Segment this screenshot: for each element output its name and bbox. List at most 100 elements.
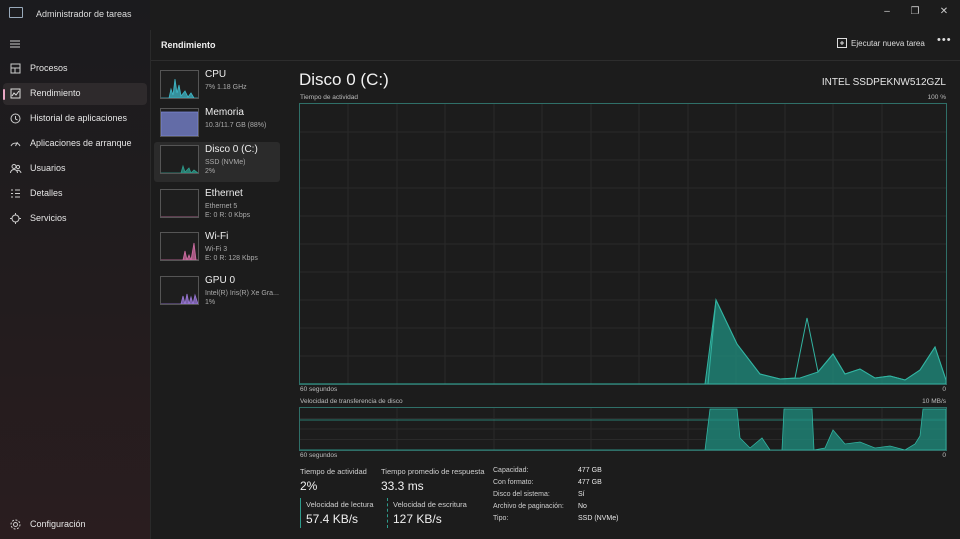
nav-label: Usuarios <box>30 163 66 173</box>
minimize-button[interactable]: – <box>884 6 890 17</box>
details-icon <box>11 189 20 198</box>
app-title: Administrador de tareas <box>36 9 132 19</box>
navigation-pane <box>0 0 150 539</box>
nav-item-services[interactable]: Servicios <box>3 208 147 230</box>
write-speed-value: 127 KB/s <box>393 512 442 526</box>
device-thumbnail-graph <box>160 108 199 137</box>
disk-model: INTEL SSDPEKNW512GZL <box>821 77 946 88</box>
property-label: Capacidad: <box>493 467 529 474</box>
nav-item-startup-apps[interactable]: Aplicaciones de arranque <box>3 133 147 155</box>
nav-label: Configuración <box>30 519 86 529</box>
response-time-label: Tiempo promedio de respuesta <box>381 467 485 476</box>
run-new-task-button[interactable]: Ejecutar nueva tarea <box>835 36 925 52</box>
activity-graph <box>299 103 947 385</box>
graph1-min: 0 <box>942 386 946 393</box>
device-info: Wi-Fi 3 <box>205 246 228 253</box>
device-item[interactable]: GPU 0 Intel(R) Iris(R) Xe Gra... 1% <box>154 273 280 313</box>
nav-label: Rendimiento <box>30 88 81 98</box>
device-name: Wi-Fi <box>205 231 229 242</box>
restore-button[interactable]: ❐ <box>910 6 920 17</box>
device-item[interactable]: Disco 0 (C:) SSD (NVMe) 2% <box>154 142 280 182</box>
property-value: No <box>578 503 587 510</box>
device-name: GPU 0 <box>205 275 236 286</box>
device-info: 10.3/11.7 GB (88%) <box>205 122 267 129</box>
read-speed-value: 57.4 KB/s <box>306 512 359 526</box>
device-item[interactable]: Ethernet Ethernet 5 E: 0 R: 0 Kbps <box>154 186 280 226</box>
graph1-max: 100 % <box>927 94 946 101</box>
device-info: 7% 1.18 GHz <box>205 84 247 91</box>
nav-item-processes[interactable]: Procesos <box>3 58 147 80</box>
property-label: Disco del sistema: <box>493 491 550 498</box>
device-usage: 2% <box>205 168 216 175</box>
run-task-icon <box>837 38 847 48</box>
processes-icon <box>10 63 21 74</box>
gear-icon <box>10 519 21 530</box>
performance-page: Rendimiento Ejecutar nueva tarea ••• CPU… <box>150 30 960 539</box>
device-item[interactable]: Wi-Fi Wi-Fi 3 E: 0 R: 128 Kbps <box>154 229 280 269</box>
property-label: Archivo de paginación: <box>493 503 564 510</box>
property-value: SSD (NVMe) <box>578 515 619 522</box>
property-value: 477 GB <box>578 467 602 474</box>
property-value: 477 GB <box>578 479 602 486</box>
graph2-time-label: 60 segundos <box>300 452 338 459</box>
activity-time-label: Tiempo de actividad <box>300 467 367 476</box>
response-time-value: 33.3 ms <box>381 479 424 493</box>
write-speed-label: Velocidad de escritura <box>393 500 467 509</box>
nav-item-users[interactable]: Usuarios <box>3 158 147 180</box>
transfer-rate-graph <box>299 407 947 451</box>
device-info: SSD (NVMe) <box>205 159 246 166</box>
run-new-task-label: Ejecutar nueva tarea <box>851 39 925 48</box>
page-title: Rendimiento <box>161 40 216 50</box>
graph1-label: Tiempo de actividad <box>300 94 358 101</box>
device-usage: E: 0 R: 128 Kbps <box>205 255 258 262</box>
nav-item-performance[interactable]: Rendimiento <box>3 83 147 105</box>
close-button[interactable]: ✕ <box>939 6 949 17</box>
property-value: Sí <box>578 491 585 498</box>
read-speed-label: Velocidad de lectura <box>306 500 374 509</box>
nav-label: Procesos <box>30 63 68 73</box>
services-icon <box>10 213 21 224</box>
history-icon <box>10 113 21 124</box>
device-name: Ethernet <box>205 188 243 199</box>
nav-label: Servicios <box>30 213 67 223</box>
graph1-time-label: 60 segundos <box>300 386 338 393</box>
more-options-button[interactable]: ••• <box>937 34 952 46</box>
property-label: Tipo: <box>493 515 509 522</box>
device-item[interactable]: Memoria 10.3/11.7 GB (88%) <box>154 105 280 145</box>
graph2-label: Velocidad de transferencia de disco <box>300 398 403 405</box>
nav-label: Historial de aplicaciones <box>30 113 128 123</box>
task-manager-icon <box>9 7 23 18</box>
nav-item-details[interactable]: Detalles <box>3 183 147 205</box>
device-usage: 1% <box>205 299 216 306</box>
device-item[interactable]: CPU 7% 1.18 GHz <box>154 67 280 107</box>
activity-time-value: 2% <box>300 479 318 493</box>
nav-item-app-history[interactable]: Historial de aplicaciones <box>3 108 147 130</box>
graph2-min: 0 <box>942 452 946 459</box>
device-thumbnail-graph <box>160 145 199 174</box>
active-indicator <box>3 89 5 100</box>
page-header: Rendimiento Ejecutar nueva tarea ••• <box>151 30 960 61</box>
users-icon <box>10 164 22 174</box>
graph2-max: 10 MB/s <box>922 398 946 405</box>
device-thumbnail-graph <box>160 276 199 305</box>
nav-item-settings[interactable]: Configuración <box>3 514 147 536</box>
performance-icon <box>10 88 21 99</box>
device-name: Disco 0 (C:) <box>205 144 258 155</box>
nav-label: Aplicaciones de arranque <box>30 138 132 148</box>
device-name: CPU <box>205 69 227 80</box>
device-usage: E: 0 R: 0 Kbps <box>205 212 251 219</box>
device-name: Memoria <box>205 107 244 118</box>
title-bar: Administrador de tareas – ❐ ✕ <box>0 0 960 30</box>
nav-label: Detalles <box>30 188 63 198</box>
write-speed-box: Velocidad de escritura 127 KB/s <box>387 498 472 528</box>
device-thumbnail-graph <box>160 189 199 218</box>
device-thumbnail-graph <box>160 70 199 99</box>
read-speed-box: Velocidad de lectura 57.4 KB/s <box>300 498 377 528</box>
device-thumbnail-graph <box>160 232 199 261</box>
device-info: Intel(R) Iris(R) Xe Gra... <box>205 290 279 297</box>
device-info: Ethernet 5 <box>205 203 238 210</box>
property-label: Con formato: <box>493 479 534 486</box>
startup-icon <box>10 141 21 147</box>
hamburger-icon[interactable] <box>9 38 21 50</box>
detail-title: Disco 0 (C:) <box>299 70 389 89</box>
